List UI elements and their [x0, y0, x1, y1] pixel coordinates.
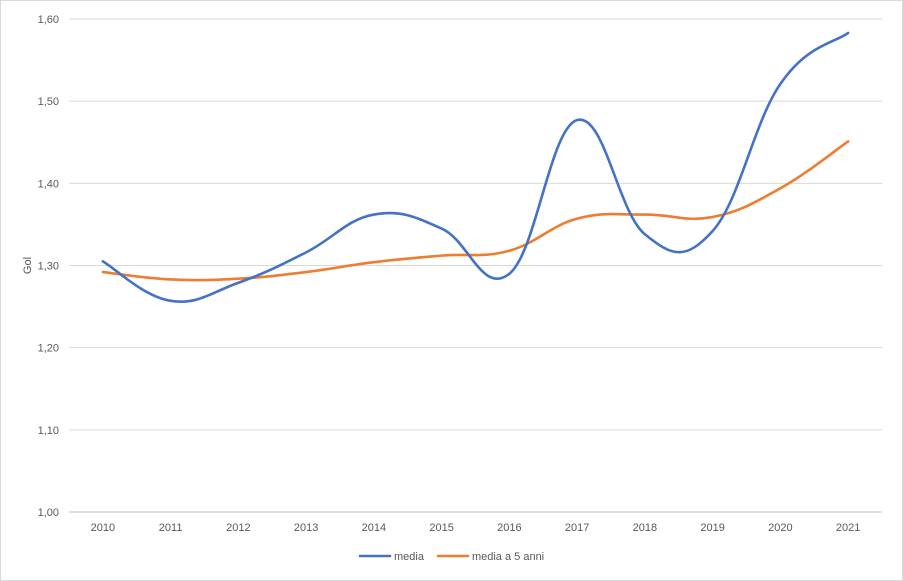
y-tick-label: 1,60: [38, 14, 59, 26]
x-tick-label: 2011: [159, 522, 183, 534]
y-tick-label: 1,40: [38, 178, 59, 190]
y-tick-label: 1,10: [38, 425, 59, 437]
y-tick-label: 1,20: [38, 343, 59, 355]
x-tick-label: 2012: [226, 522, 250, 534]
series-line-media-a-5-anni: [101, 140, 850, 282]
x-tick-label: 2015: [429, 522, 453, 534]
x-tick-label: 2014: [362, 522, 386, 534]
x-tick-label: 2017: [565, 522, 589, 534]
y-tick-label: 1,50: [38, 96, 59, 108]
x-tick-label: 2020: [768, 522, 792, 534]
x-tick-label: 2019: [700, 522, 724, 534]
legend-label: media: [394, 551, 425, 563]
legend: media media a 5 anni: [358, 551, 544, 563]
x-tick-label: 2013: [294, 522, 318, 534]
series-lines: [101, 31, 850, 303]
legend-item: media a 5 anni: [436, 551, 544, 563]
x-tick-label: 2010: [91, 522, 115, 534]
y-tick-label: 1,00: [38, 507, 59, 519]
y-axis-title: Gol: [22, 257, 34, 274]
y-axis-ticks: 1,00 1,10 1,20 1,30 1,40 1,50 1,60: [38, 14, 59, 519]
x-tick-label: 2021: [836, 522, 860, 534]
x-tick-label: 2018: [633, 522, 657, 534]
legend-label: media a 5 anni: [472, 551, 544, 563]
gridlines: [69, 18, 882, 513]
legend-item: media: [358, 551, 425, 563]
series-line-media: [101, 31, 850, 303]
y-tick-label: 1,30: [38, 261, 59, 273]
x-tick-label: 2016: [497, 522, 521, 534]
x-axis-ticks: 2010 2011 2012 2013 2014 2015 2016 2017 2018 2019…: [91, 522, 861, 534]
